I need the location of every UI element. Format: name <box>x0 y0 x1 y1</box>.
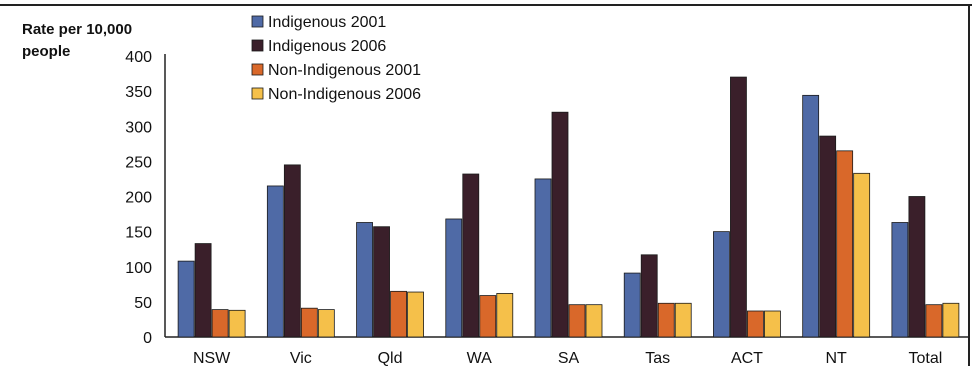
x-tick-label: Total <box>908 350 942 367</box>
bar-wa-3 <box>496 293 514 338</box>
bar-nt-0 <box>802 94 820 338</box>
legend: Indigenous 2001 Indigenous 2006 Non-Indige… <box>251 14 421 103</box>
bar-wa-0 <box>445 218 463 338</box>
bar-nt-2 <box>836 150 854 338</box>
bar-nsw-2 <box>211 309 229 338</box>
frame-right-border <box>968 4 970 366</box>
bar-nsw-0 <box>177 260 195 338</box>
legend-label: Indigenous 2006 <box>268 38 386 55</box>
x-tick-label: NSW <box>193 350 231 367</box>
bar-nsw-1 <box>194 243 212 338</box>
bar-vic-1 <box>283 164 301 338</box>
frame-top-border <box>0 4 972 6</box>
y-tick-label: 400 <box>125 49 152 66</box>
bar-nt-1 <box>819 135 837 338</box>
y-axis-label-line2: people <box>22 43 70 60</box>
bar-vic-2 <box>300 307 318 338</box>
bar-wa-1 <box>462 173 480 338</box>
legend-swatch <box>251 63 264 76</box>
legend-swatch <box>251 87 264 100</box>
bars <box>177 76 960 338</box>
legend-label: Non-Indigenous 2006 <box>268 86 421 103</box>
bar-sa-3 <box>585 304 603 338</box>
y-tick-label: 50 <box>134 295 152 312</box>
bar-tas-2 <box>657 302 675 338</box>
legend-label: Indigenous 2001 <box>268 14 386 31</box>
bar-total-1 <box>908 196 926 338</box>
bar-qld-3 <box>407 291 424 338</box>
y-tick-label: 0 <box>143 330 152 347</box>
bar-wa-2 <box>479 295 497 338</box>
y-tick-label: 200 <box>125 190 152 207</box>
bar-vic-0 <box>266 185 284 338</box>
x-tick-label: SA <box>558 350 580 367</box>
bar-vic-3 <box>317 309 335 338</box>
y-tick-label: 350 <box>125 84 152 101</box>
x-tick-label: Vic <box>290 350 312 367</box>
bar-act-3 <box>764 310 781 338</box>
x-tick-label: NT <box>826 350 848 367</box>
legend-label: Non-Indigenous 2001 <box>268 62 421 79</box>
legend-swatch <box>251 39 264 52</box>
x-tick-label: Qld <box>378 350 403 367</box>
y-axis-ticks: 0 50 100 150 200 250 300 350 400 <box>125 49 152 347</box>
bar-nsw-3 <box>228 309 246 338</box>
bar-tas-3 <box>674 302 692 338</box>
bar-act-2 <box>747 310 764 338</box>
bar-sa-2 <box>568 304 586 338</box>
legend-swatch <box>251 15 264 28</box>
bar-qld-2 <box>390 290 407 338</box>
bar-sa-1 <box>551 111 569 338</box>
bar-total-3 <box>942 302 960 338</box>
bar-total-2 <box>925 304 943 338</box>
bar-sa-0 <box>534 178 552 338</box>
bar-act-1 <box>730 76 747 338</box>
x-tick-label: WA <box>467 350 493 367</box>
y-tick-label: 100 <box>125 260 152 277</box>
x-axis-ticks: NSW Vic Qld WA SA Tas ACT NT Total <box>193 350 942 367</box>
bar-act-0 <box>713 231 730 338</box>
bar-total-0 <box>891 222 909 338</box>
bar-tas-0 <box>623 272 641 338</box>
y-tick-label: 300 <box>125 119 152 136</box>
bar-tas-1 <box>640 254 658 338</box>
x-tick-label: Tas <box>645 350 670 367</box>
y-tick-label: 150 <box>125 225 152 242</box>
bar-qld-0 <box>356 222 373 338</box>
y-axis-label-line1: Rate per 10,000 <box>22 21 132 38</box>
x-tick-label: ACT <box>731 350 763 367</box>
bar-nt-3 <box>853 172 871 338</box>
y-tick-label: 250 <box>125 154 152 171</box>
bar-qld-1 <box>373 226 390 338</box>
